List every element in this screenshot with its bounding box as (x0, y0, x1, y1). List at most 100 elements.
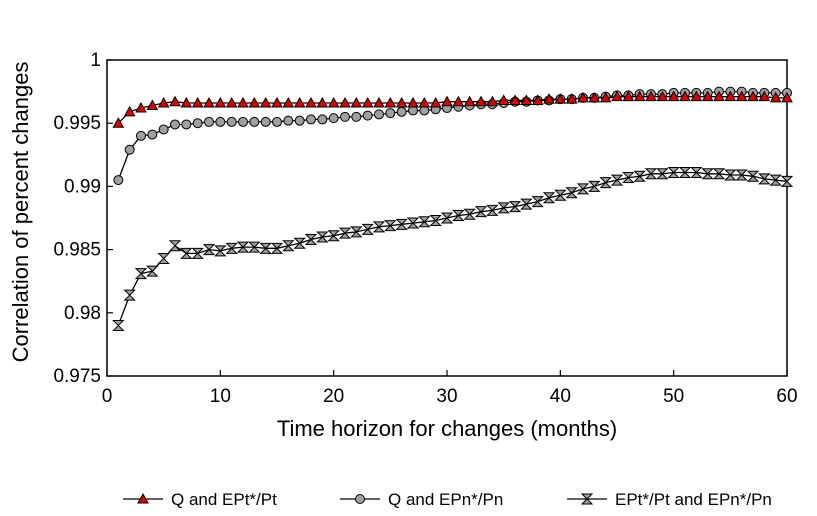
data-point (418, 216, 431, 228)
x-tick-label: 50 (663, 386, 684, 407)
data-point (146, 99, 159, 111)
y-axis: 0.975 0.98 0.985 0.99 0.995 1 (53, 50, 113, 387)
data-point (123, 105, 136, 117)
data-point (351, 111, 362, 122)
x-tick-label: 40 (550, 386, 571, 407)
data-point (746, 170, 760, 182)
data-point (214, 96, 227, 108)
y-tick-label: 0.99 (64, 176, 101, 197)
data-point (486, 204, 499, 216)
data-point (531, 94, 544, 105)
data-point (656, 90, 669, 102)
data-point (272, 116, 282, 127)
data-point (181, 119, 192, 130)
data-point (781, 91, 793, 103)
data-point (180, 96, 193, 108)
data-point (338, 227, 352, 239)
legend: Q and EPt*/Pt Q and EPn*/Pn EPt*/Pt and EP… (123, 490, 772, 509)
data-point (113, 175, 124, 186)
data-point (645, 90, 657, 102)
data-point (701, 168, 714, 180)
y-axis-title: Correlation of percent changes (8, 62, 33, 363)
data-point (543, 93, 555, 104)
data-point (137, 492, 149, 504)
data-point (226, 116, 237, 127)
y-tick-label: 0.98 (64, 303, 101, 324)
data-point (667, 90, 680, 102)
data-point (270, 242, 284, 254)
data-point (599, 177, 612, 189)
data-point (407, 96, 419, 108)
data-point (713, 90, 725, 102)
data-point (304, 233, 318, 245)
data-point (361, 96, 374, 108)
data-point (316, 96, 329, 108)
data-point (769, 91, 782, 103)
data-point (157, 252, 170, 264)
data-point (158, 124, 169, 135)
data-point (283, 115, 294, 126)
data-point (259, 242, 272, 254)
data-point (191, 247, 204, 259)
data-point (576, 183, 590, 195)
y-tick-label: 0.975 (53, 366, 101, 387)
data-point (157, 96, 170, 108)
data-point (542, 192, 556, 204)
data-point (588, 91, 601, 103)
data-point (611, 90, 623, 102)
data-point (622, 172, 635, 184)
data-point (259, 96, 272, 108)
data-point (236, 241, 250, 253)
data-point (124, 144, 135, 155)
data-point (238, 116, 248, 127)
data-point (260, 116, 271, 127)
series-line (117, 171, 788, 326)
data-point (294, 115, 305, 126)
data-point (577, 91, 589, 103)
data-point (317, 114, 328, 125)
data-point (123, 289, 136, 301)
data-point (248, 96, 261, 108)
data-point (678, 166, 692, 178)
data-point (780, 175, 794, 187)
data-point (112, 319, 125, 331)
data-point (362, 110, 373, 121)
data-point (656, 168, 669, 180)
data-point (146, 265, 159, 277)
data-point (429, 96, 442, 108)
data-point (747, 90, 759, 102)
data-point (622, 90, 635, 102)
data-point (204, 116, 214, 127)
y-tick-label: 0.985 (53, 240, 101, 261)
x-tick-label: 0 (102, 386, 113, 407)
data-point (429, 215, 442, 227)
data-point (395, 218, 408, 230)
data-point (474, 206, 488, 218)
data-point (712, 168, 726, 180)
data-point (735, 169, 748, 181)
data-point (724, 90, 737, 102)
legend-item: EPt*/Pt and EPn*/Pn (567, 490, 772, 509)
legend-label: EPt*/Pt and EPn*/Pn (615, 490, 772, 509)
data-point (340, 111, 350, 122)
data-point (316, 231, 329, 243)
x-axis-title: Time horizon for changes (months) (277, 416, 617, 441)
data-point (701, 90, 714, 102)
data-point (440, 212, 454, 224)
legend-item: Q and EPt*/Pt (123, 490, 277, 509)
x-tick-label: 10 (210, 386, 231, 407)
data-point (724, 169, 737, 181)
data-point (134, 268, 148, 280)
y-tick-label: 0.995 (53, 113, 101, 134)
x-tick-label: 30 (436, 386, 457, 407)
data-point (395, 96, 408, 108)
data-point (633, 170, 646, 182)
x-tick-label: 20 (323, 386, 344, 407)
data-point (293, 96, 306, 108)
data-point (202, 244, 216, 256)
data-point (328, 113, 339, 124)
data-point (610, 174, 624, 186)
data-point (147, 129, 158, 140)
data-point (406, 217, 420, 229)
